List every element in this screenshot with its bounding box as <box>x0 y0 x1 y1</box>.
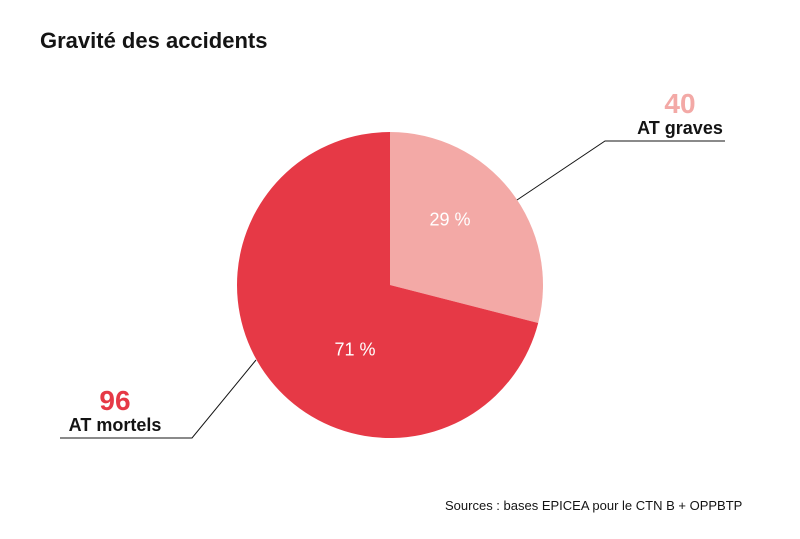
slice-label-mortels: 71 % <box>334 340 375 361</box>
chart-container: Gravité des accidents 29 % 71 % 40 AT gr… <box>0 0 800 539</box>
callout-label-graves: AT graves <box>600 118 760 139</box>
source-text: Sources : bases EPICEA pour le CTN B + O… <box>445 498 742 513</box>
callout-number-graves: 40 <box>630 88 730 120</box>
callout-number-mortels: 96 <box>65 385 165 417</box>
callout-label-mortels: AT mortels <box>35 415 195 436</box>
pie-chart <box>0 0 800 539</box>
slice-label-graves: 29 % <box>429 210 470 231</box>
leader-line-graves <box>517 141 725 200</box>
